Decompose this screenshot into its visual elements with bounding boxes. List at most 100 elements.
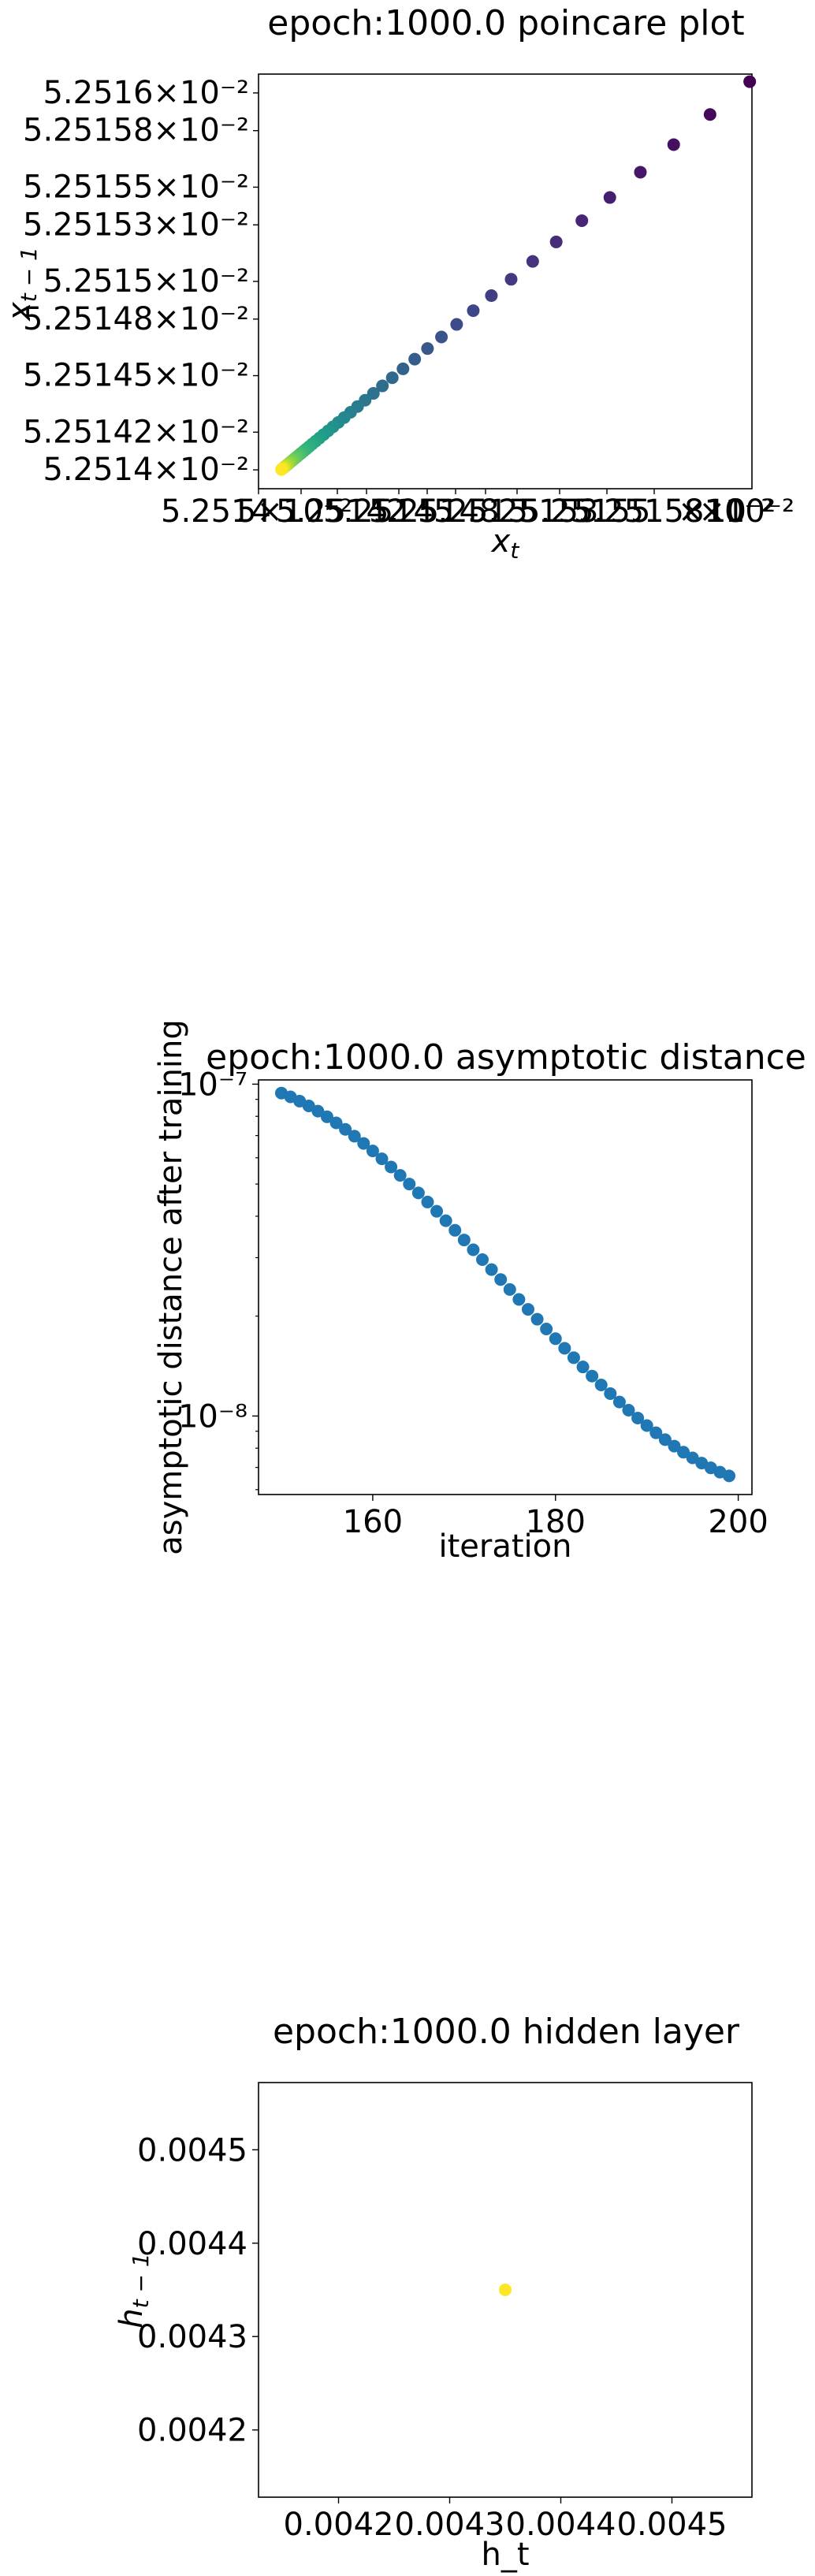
poincare-x-tick-label: 5.25155 — [520, 493, 650, 530]
asymptotic-point — [485, 1263, 498, 1276]
asymptotic-point — [723, 1469, 736, 1483]
asymptotic-point — [612, 1395, 626, 1409]
asymptotic-title: epoch:1000.0 asymptotic distance — [206, 1037, 806, 1078]
poincare-y-label: xt − 1 — [2, 247, 42, 322]
hidden-layer-chart: epoch:1000.0 hidden layer 0.00420.00430.… — [114, 2012, 753, 2573]
hidden-y-tick-label: 0.0045 — [137, 2132, 247, 2168]
asymptotic-point — [375, 1152, 389, 1166]
hidden-x-tick-label: 0.0042 — [284, 2507, 394, 2543]
poincare-point — [485, 289, 498, 303]
asymptotic-point — [521, 1303, 534, 1316]
poincare-y-tick-label: 5.25155×10⁻² — [23, 169, 249, 205]
poincare-x-tick-label: 5.2515 — [418, 493, 528, 530]
poincare-x-tick-label: 5.2514 — [161, 493, 271, 530]
asymptotic-point — [430, 1204, 444, 1218]
poincare-point — [743, 75, 757, 88]
poincare-y-tick-label: 5.25148×10⁻² — [23, 301, 249, 337]
poincare-point — [549, 235, 563, 248]
poincare-point — [667, 138, 680, 151]
poincare-y-tick-label: 5.2516×10⁻² — [43, 75, 249, 111]
poincare-y-tick-label: 5.25142×10⁻² — [23, 414, 249, 450]
asymptotic-point — [366, 1145, 379, 1158]
asymptotic-point — [448, 1223, 462, 1237]
poincare-x-tick-label: 5.25145 — [323, 493, 453, 530]
asymptotic-point — [357, 1137, 370, 1150]
poincare-point — [275, 463, 288, 476]
poincare-title: epoch:1000.0 poincare plot — [267, 3, 744, 43]
asymptotic-point — [393, 1169, 407, 1182]
poincare-x-tick-label: 5.25153 — [468, 493, 598, 530]
asymptotic-x-tick-label: 200 — [708, 1504, 768, 1540]
poincare-y-tick-label: 5.25153×10⁻² — [23, 207, 249, 243]
poincare-point — [367, 387, 380, 400]
hidden-title: epoch:1000.0 hidden layer — [273, 2012, 740, 2052]
asymptotic-point — [503, 1282, 516, 1296]
asymptotic-point — [640, 1419, 653, 1432]
asymptotic-y-tick-label: 10⁻⁷ — [178, 1067, 247, 1103]
poincare-point — [450, 318, 463, 331]
asymptotic-point — [329, 1116, 343, 1130]
asymptotic-point — [530, 1312, 544, 1326]
hidden-points — [499, 2284, 512, 2296]
poincare-y-tick-label: 5.25145×10⁻² — [23, 358, 249, 394]
poincare-points — [275, 75, 757, 476]
poincare-x-tick-label: ×10⁻² — [698, 493, 795, 530]
poincare-x-tick-label: 5.25142 — [276, 493, 406, 530]
asymptotic-point — [348, 1130, 361, 1143]
asymptotic-point — [467, 1243, 480, 1256]
asymptotic-point — [558, 1342, 571, 1355]
asymptotic-point — [594, 1378, 608, 1391]
poincare-point — [435, 330, 448, 344]
asymptotic-point — [385, 1160, 398, 1174]
asymptotic-point — [421, 1195, 434, 1208]
asymptotic-point — [339, 1122, 352, 1136]
poincare-point — [396, 362, 410, 375]
asymptotic-point — [549, 1332, 562, 1346]
asymptotic-point — [403, 1178, 416, 1191]
poincare-point — [421, 342, 434, 356]
asymptotic-x-tick-label: 180 — [526, 1504, 586, 1540]
poincare-point — [703, 108, 716, 121]
asymptotic-y-tick-label: 10⁻⁸ — [178, 1398, 247, 1435]
poincare-y-tick-label: 5.2514×10⁻² — [43, 452, 249, 488]
hidden-y-label: ht − 1 — [114, 2253, 154, 2328]
asymptotic-point — [677, 1446, 690, 1459]
poincare-point — [575, 214, 589, 227]
poincare-x-tick-label: ×10⁻² — [678, 493, 774, 530]
poincare-point — [408, 352, 422, 366]
asymptotic-x-axis: 160 180 200 — [343, 1495, 768, 1540]
hidden-x-tick-label: 0.0045 — [617, 2507, 728, 2543]
hidden-y-tick-label: 0.0043 — [137, 2319, 247, 2355]
hidden-x-label: h_t — [481, 2537, 529, 2573]
asymptotic-point — [494, 1273, 508, 1286]
hidden-x-tick-label: 0.0043 — [395, 2507, 505, 2543]
hidden-point — [499, 2284, 512, 2296]
poincare-point — [504, 273, 518, 286]
poincare-point — [467, 304, 480, 318]
poincare-x-tick-label: 5×10⁻² — [236, 493, 352, 530]
hidden-x-axis: 0.0042 0.0043 0.0044 0.0045 — [284, 2497, 728, 2543]
asymptotic-point — [586, 1369, 599, 1383]
asymptotic-point — [576, 1361, 590, 1374]
poincare-x-tick-label: 5.25158 — [574, 493, 704, 530]
asymptotic-point — [622, 1403, 635, 1416]
poincare-chart: epoch:1000.0 poincare plot 5.2516×10⁻² 5.… — [2, 3, 795, 564]
hidden-y-tick-label: 0.0042 — [137, 2413, 247, 2449]
asymptotic-point — [476, 1253, 489, 1267]
poincare-x-tick-label: 5.25148 — [369, 493, 499, 530]
poincare-point — [376, 379, 389, 393]
asymptotic-point — [411, 1186, 425, 1200]
asymptotic-point — [649, 1426, 663, 1439]
asymptotic-point — [604, 1387, 617, 1400]
asymptotic-point — [302, 1099, 315, 1112]
poincare-point — [385, 371, 399, 385]
asymptotic-point — [668, 1439, 681, 1453]
poincare-point — [526, 255, 539, 268]
hidden-plot-frame — [258, 2082, 753, 2498]
asymptotic-point — [631, 1411, 645, 1424]
asymptotic-y-label: asymptotic distance after training — [153, 1019, 189, 1555]
asymptotic-y-axis: 10⁻⁸ 10⁻⁷ — [178, 1067, 259, 1491]
asymptotic-point — [567, 1351, 580, 1364]
asymptotic-point — [658, 1433, 672, 1446]
